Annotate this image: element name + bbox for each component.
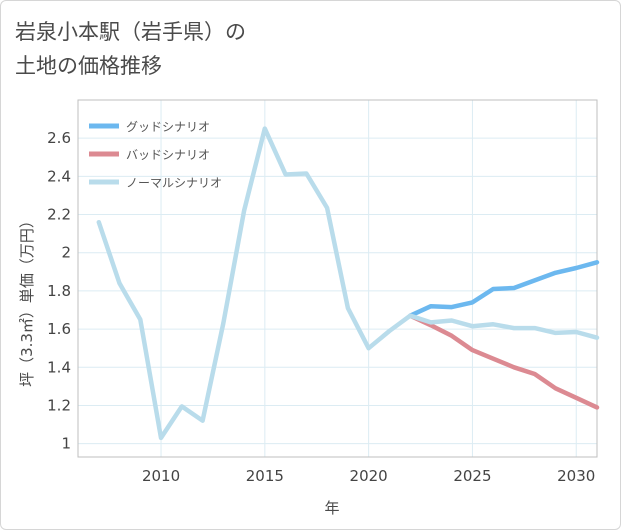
y-tick-label: 1.6 xyxy=(47,320,71,338)
x-tick-label: 2030 xyxy=(557,467,595,485)
chart-title: 岩泉小本駅（岩手県）の 土地の価格推移 xyxy=(15,15,246,83)
y-tick-label: 2.4 xyxy=(47,167,71,185)
chart-title-line-1: 岩泉小本駅（岩手県）の xyxy=(15,20,246,44)
series-lines xyxy=(96,126,600,441)
chart-title-line-2: 土地の価格推移 xyxy=(15,54,162,78)
y-tick-label: 2 xyxy=(61,244,71,262)
x-tick-label: 2020 xyxy=(350,467,388,485)
series-line-good xyxy=(407,260,600,318)
legend-label-normal: ノーマルシナリオ xyxy=(126,176,222,190)
series-line-bad xyxy=(407,313,600,410)
y-tick-label: 1 xyxy=(61,435,71,453)
y-tick-label: 2.6 xyxy=(47,129,71,147)
y-tick-label: 1.4 xyxy=(47,358,71,376)
y-tick-label: 1.8 xyxy=(47,282,71,300)
y-axis-title: 坪（3.3㎡）単価（万円） xyxy=(18,213,36,387)
y-tick-label: 1.2 xyxy=(47,396,71,414)
legend-label-good: グッドシナリオ xyxy=(126,120,210,134)
x-tick-label: 2015 xyxy=(246,467,284,485)
plot-area-border xyxy=(77,99,598,458)
legend-label-bad: バッドシナリオ xyxy=(126,148,210,162)
x-axis-title: 年 xyxy=(324,499,339,517)
x-tick-label: 2025 xyxy=(453,467,491,485)
grid-lines xyxy=(78,100,597,457)
y-tick-label: 2.2 xyxy=(47,206,71,224)
x-tick-label: 2010 xyxy=(142,467,180,485)
series-line-normal xyxy=(96,126,600,441)
tick-labels: 1 1.2 1.4 1.6 1.8 2 2.2 2.4 2.6 2010 2015 2020 2025 2… xyxy=(47,129,595,485)
